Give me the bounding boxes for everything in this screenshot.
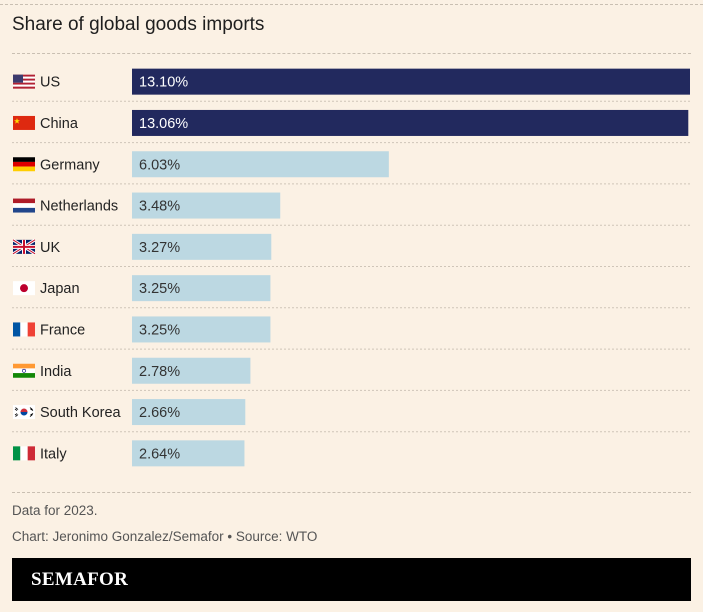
value-label: 2.66% — [139, 405, 180, 421]
bar — [132, 192, 281, 219]
semafor-logo: SEMAFOR — [31, 569, 129, 590]
category-label: China — [40, 116, 79, 132]
category-label: Italy — [40, 446, 67, 462]
bar — [132, 68, 690, 95]
bar — [132, 357, 251, 384]
us-flag-icon — [13, 74, 35, 89]
footer-divider — [12, 492, 691, 493]
value-label: 3.48% — [139, 199, 180, 215]
value-label: 3.27% — [139, 240, 180, 256]
bar — [132, 275, 271, 302]
category-label: UK — [40, 240, 60, 256]
germany-flag-icon — [13, 157, 35, 172]
value-label: 13.10% — [139, 75, 188, 91]
bar — [132, 233, 272, 260]
japan-flag-icon — [13, 281, 35, 296]
uk-flag-icon — [12, 238, 36, 256]
value-label: 2.78% — [139, 364, 180, 380]
value-label: 3.25% — [139, 281, 180, 297]
category-label: France — [40, 322, 85, 338]
value-label: 2.64% — [139, 446, 180, 462]
value-label: 3.25% — [139, 322, 180, 338]
category-label: US — [40, 75, 60, 91]
india-flag-icon — [13, 363, 35, 378]
value-label: 6.03% — [139, 157, 180, 173]
chart-title: Share of global goods imports — [12, 14, 265, 35]
bar — [132, 109, 689, 136]
category-label: Netherlands — [40, 199, 118, 215]
brand-bar: SEMAFOR — [12, 558, 691, 601]
category-label: Germany — [40, 157, 100, 173]
bar — [132, 440, 245, 467]
bar — [132, 151, 389, 178]
netherlands-flag-icon — [13, 198, 35, 213]
south-korea-flag-icon — [13, 405, 35, 420]
bar — [132, 316, 271, 343]
bar-chart: US 13.10% China 13.06% Germany 6.03% Netherlan… — [12, 68, 691, 467]
chart-credit: Chart: Jeronimo Gonzalez/Semafor • Sourc… — [12, 529, 318, 544]
category-label: Japan — [40, 281, 80, 297]
italy-flag-icon — [13, 446, 35, 461]
data-note: Data for 2023. — [12, 503, 98, 518]
china-flag-icon — [13, 115, 35, 130]
category-label: South Korea — [40, 405, 122, 421]
title-divider — [12, 53, 691, 54]
france-flag-icon — [13, 322, 35, 337]
bar — [132, 399, 246, 426]
category-label: India — [40, 364, 72, 380]
value-label: 13.06% — [139, 116, 188, 132]
top-divider — [0, 4, 703, 5]
